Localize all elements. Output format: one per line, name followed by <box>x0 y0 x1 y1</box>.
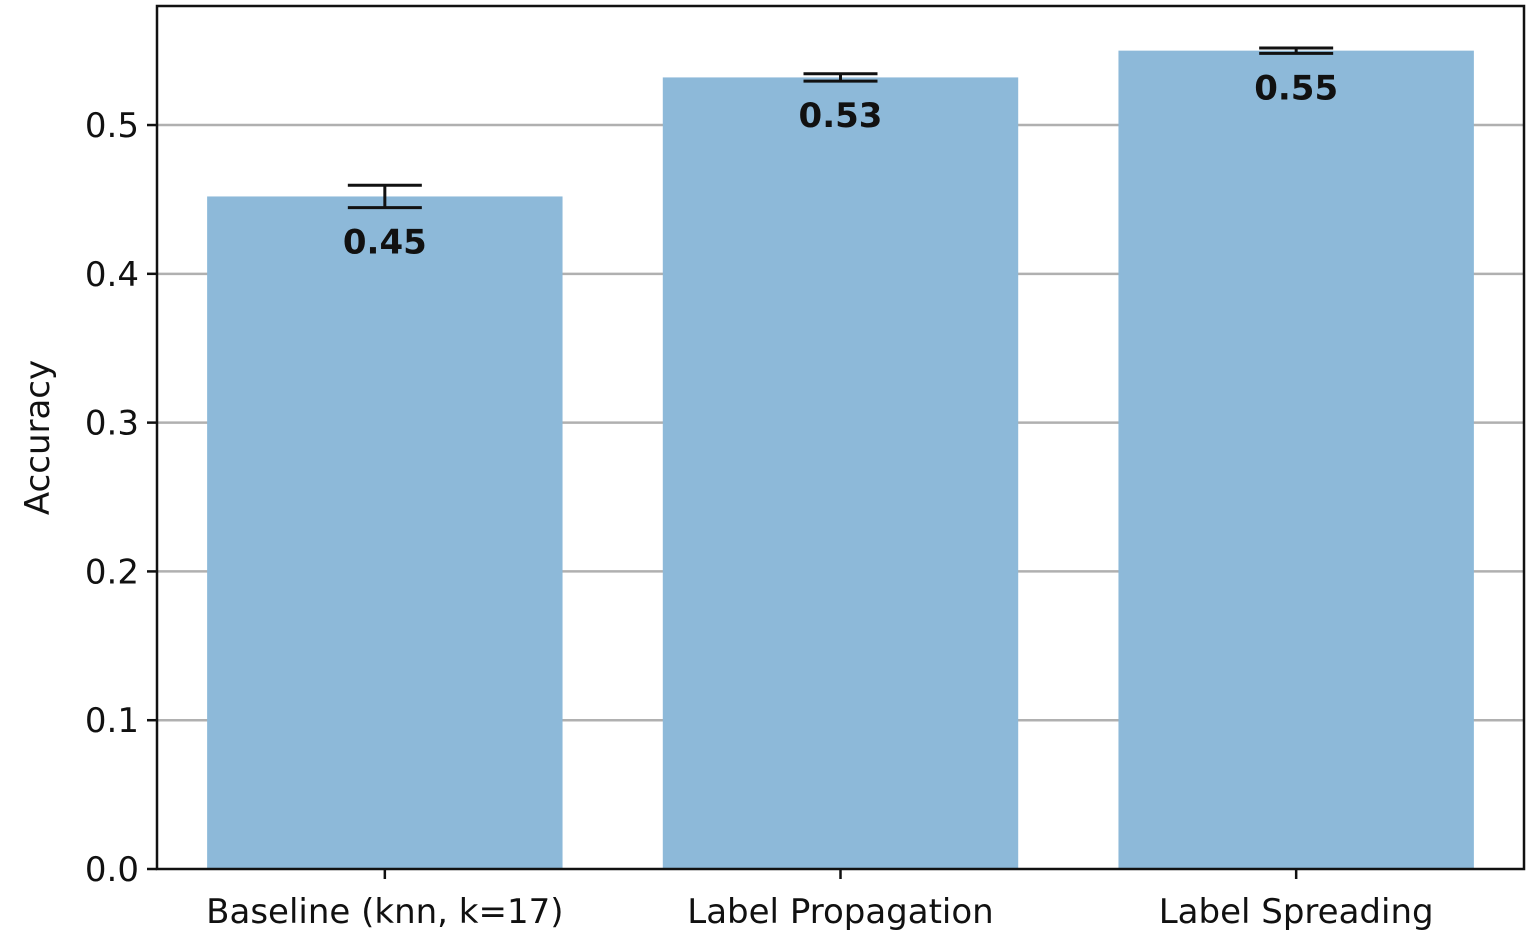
data-label: 0.53 <box>799 96 883 136</box>
x-tick-label: Label Propagation <box>687 892 993 931</box>
bar <box>207 196 563 869</box>
y-axis-label: Accuracy <box>18 360 58 515</box>
bar <box>662 77 1019 869</box>
data-label: 0.55 <box>1254 68 1338 108</box>
data-labels: 0.45 0.53 0.55 <box>343 68 1338 262</box>
error-bars <box>347 46 1334 210</box>
data-label: 0.45 <box>343 223 427 263</box>
bar <box>1118 50 1474 869</box>
y-tick-label: 0.2 <box>85 552 139 592</box>
y-tick-label: 0.1 <box>85 701 139 741</box>
y-tick-label: 0.5 <box>85 106 139 146</box>
y-axis-ticks: 0.0 0.1 0.2 0.3 0.4 0.5 <box>85 106 157 890</box>
bars <box>207 50 1474 869</box>
x-tick-label: Baseline (knn, k=17) <box>206 892 563 931</box>
y-tick-label: 0.3 <box>85 404 139 444</box>
x-axis-ticks: Baseline (knn, k=17) Label Propagation Lab… <box>206 869 1434 931</box>
x-tick-label: Label Spreading <box>1159 892 1434 931</box>
y-tick-label: 0.0 <box>85 850 139 890</box>
y-tick-label: 0.4 <box>85 255 139 295</box>
